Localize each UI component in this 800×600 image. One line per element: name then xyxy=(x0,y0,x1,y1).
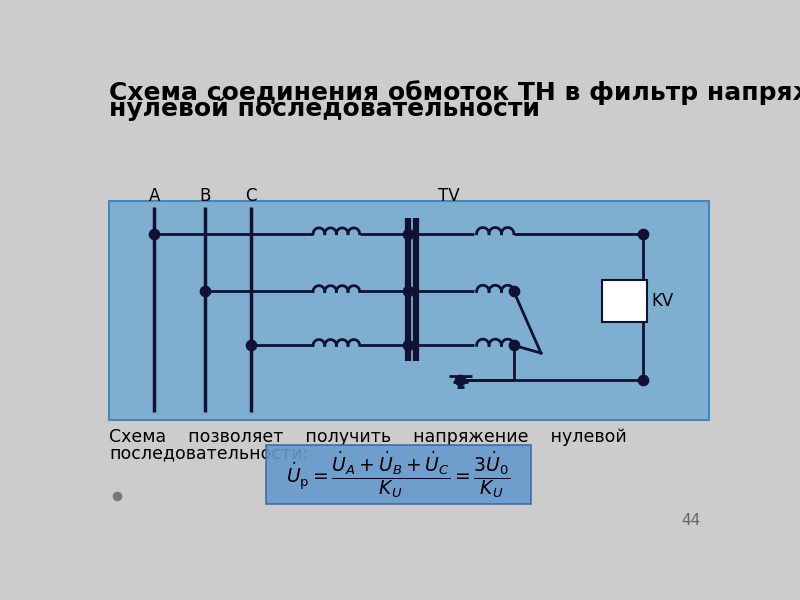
Point xyxy=(402,229,415,238)
Text: Схема соединения обмоток ТН в фильтр напряжения: Схема соединения обмоток ТН в фильтр нап… xyxy=(110,80,800,104)
Text: TV: TV xyxy=(438,187,459,205)
Text: KV: KV xyxy=(652,292,674,310)
Text: 44: 44 xyxy=(681,512,700,527)
Point xyxy=(507,341,520,350)
FancyBboxPatch shape xyxy=(110,202,709,420)
Text: нулевой последовательности: нулевой последовательности xyxy=(110,97,540,121)
Point xyxy=(454,375,466,385)
Text: последовательности:: последовательности: xyxy=(110,445,309,463)
Point xyxy=(507,287,520,296)
Bar xyxy=(602,280,647,322)
Point xyxy=(245,341,258,350)
Point xyxy=(402,287,415,296)
Text: $\dot{U}_\mathrm{р} = \dfrac{\dot{U}_A + \dot{U}_B + \dot{U}_C}{K_U} = \dfrac{3\: $\dot{U}_\mathrm{р} = \dfrac{\dot{U}_A +… xyxy=(286,449,510,500)
Text: Схема    позволяет    получить    напряжение    нулевой: Схема позволяет получить напряжение нуле… xyxy=(110,428,627,446)
Text: A: A xyxy=(149,187,160,205)
Point xyxy=(148,229,161,238)
Point xyxy=(198,287,211,296)
Text: C: C xyxy=(246,187,257,205)
Point xyxy=(402,341,415,350)
FancyBboxPatch shape xyxy=(266,445,531,504)
Point xyxy=(636,229,649,238)
Point xyxy=(636,375,649,385)
Point xyxy=(110,491,123,500)
Text: B: B xyxy=(199,187,210,205)
